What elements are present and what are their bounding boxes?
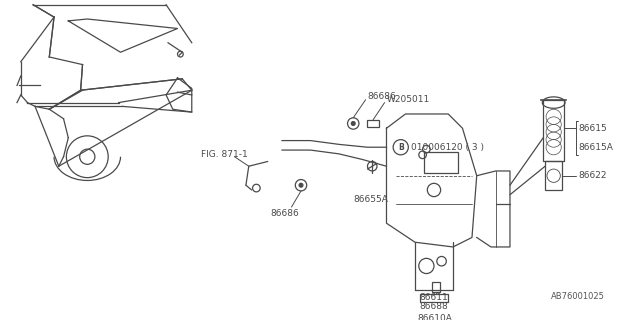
Text: AB76001025: AB76001025 [551,292,605,301]
Text: 86622: 86622 [579,171,607,180]
Text: 86611: 86611 [420,293,449,302]
Text: 86686: 86686 [271,209,300,218]
Bar [420,294,448,302]
Text: 86655A: 86655A [353,195,388,204]
Bar [367,120,379,127]
Circle shape [299,183,303,187]
Bar [432,282,440,292]
Circle shape [351,122,355,125]
Text: 86615: 86615 [579,124,607,133]
Text: B: B [398,143,404,152]
Text: 010006120 ( 3 ): 010006120 ( 3 ) [411,143,484,152]
Text: FIG. 871-1: FIG. 871-1 [201,150,248,159]
Text: 86610A: 86610A [418,314,452,320]
Bar [545,162,562,190]
Bar [424,152,458,173]
Text: W205011: W205011 [387,95,429,104]
Text: 86686: 86686 [367,92,396,101]
Text: 86615A: 86615A [579,143,613,152]
Text: 86688: 86688 [420,302,449,311]
